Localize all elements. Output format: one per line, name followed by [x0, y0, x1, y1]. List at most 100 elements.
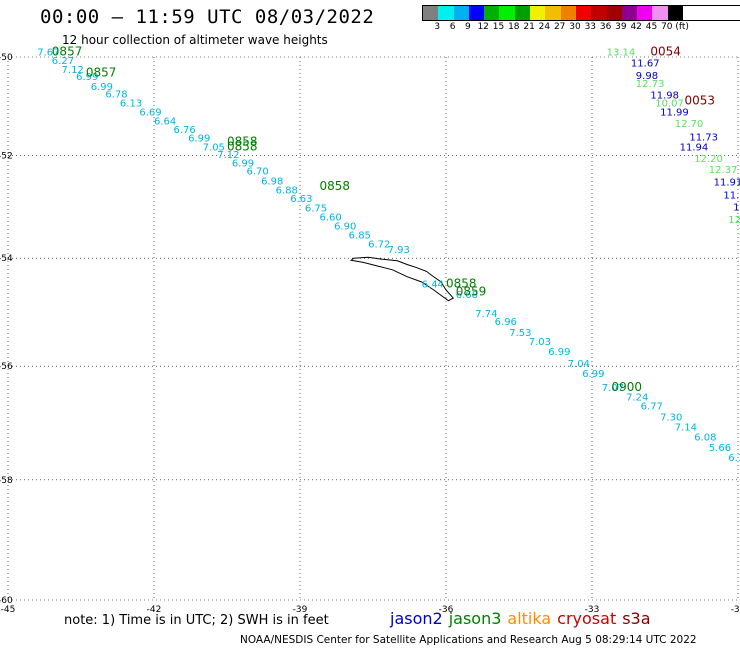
legend-entry-cryosat: cryosat — [557, 609, 617, 628]
wave-height-label-cyan: 6.13 — [728, 453, 740, 464]
colorbar-tick-label: 27 — [553, 22, 566, 32]
colorbar-swatch — [545, 6, 561, 20]
pass-time-label: 0858 — [227, 134, 258, 148]
latitude-tick-label: -52 — [0, 151, 13, 161]
wave-height-label-blue: 11.94 — [680, 142, 709, 153]
legend-entry-jason2: jason2 — [390, 609, 443, 628]
wave-height-label-cyan: 7.74 — [475, 309, 497, 320]
colorbar-swatch — [468, 6, 485, 20]
pass-time-label: 0053 — [684, 94, 715, 108]
wave-height-label-cyan: 6.72 — [368, 240, 390, 251]
wave-height-label-cyan: 6.99 — [188, 133, 210, 144]
wave-height-label-blue: 11.91 — [714, 178, 740, 189]
altimeter-tracks: 7.676.277.126.996.996.786.136.696.646.76… — [37, 45, 740, 465]
wave-height-label-cyan: 6.85 — [349, 230, 371, 241]
wave-height-label-cyan: 6.13 — [120, 99, 142, 110]
pass-time-label: 0900 — [611, 380, 642, 394]
pass-time-label: 0858 — [227, 139, 258, 153]
colorbar-tick-label: 42 — [630, 22, 642, 32]
wave-height-label-cyan: 6.70 — [246, 167, 268, 178]
colorbar-tick-label: 45 — [645, 22, 658, 32]
colorbar-tick-label: 3 — [434, 22, 441, 32]
longitude-tick-label: -33 — [585, 605, 600, 615]
wave-height-label-green: 10.07 — [655, 99, 684, 110]
footnote: note: 1) Time is in UTC; 2) SWH is in fe… — [64, 613, 329, 628]
wave-height-label-green: 12.04 — [728, 215, 740, 226]
wave-height-label-blue: 11.98 — [650, 90, 679, 101]
wave-height-label-cyan: 6.99 — [582, 369, 604, 380]
longitude-tick-label: -42 — [147, 605, 162, 615]
wave-height-label-cyan: 7.07 — [602, 383, 624, 394]
colorbar-swatch — [453, 6, 469, 20]
wave-height-label-cyan: 7.04 — [568, 359, 590, 370]
page-title: 00:00 — 11:59 UTC 08/03/2022 — [40, 6, 375, 28]
colorbar-ticks: 3 6 9 12 15 18 21 24 27 30 33 36 39 42 45 70 (ft) — [422, 21, 740, 33]
longitude-tick-label: -36 — [439, 605, 454, 615]
colorbar-swatch — [514, 6, 531, 20]
longitude-tick-label: -39 — [293, 605, 308, 615]
longitude-tick-label: -30 — [731, 605, 740, 615]
colorbar-tick-label: 30 — [569, 22, 581, 32]
colorbar-swatch — [484, 6, 500, 20]
pass-time-label: 0857 — [86, 65, 117, 79]
colorbar-swatch — [652, 6, 668, 20]
wave-height-label-cyan: 7.67 — [37, 48, 59, 59]
colorbar-swatch — [591, 6, 607, 20]
latitude-tick-label: -50 — [0, 53, 13, 63]
latitude-tick-label: -56 — [0, 362, 13, 372]
colorbar-swatch — [575, 6, 592, 20]
wave-height-label-green: 12.70 — [738, 227, 740, 238]
colorbar-swatch — [530, 6, 546, 20]
wave-height-label-cyan: 6.98 — [261, 177, 283, 188]
satellite-legend: jason2 jason3 altika cryosat s3a — [390, 609, 657, 628]
credit-line: NOAA/NESDIS Center for Satellite Applica… — [240, 634, 697, 646]
colorbar-tick-label: 21 — [523, 22, 535, 32]
colorbar-tick-label: 33 — [584, 22, 597, 32]
wave-height-label-green: 12.73 — [636, 79, 665, 90]
wave-height-label-cyan: 7.93 — [388, 245, 410, 256]
colorbar-tick-label: 9 — [465, 22, 471, 32]
wave-height-label-cyan: 6.63 — [290, 194, 312, 205]
wave-height-label-cyan: 6.99 — [232, 158, 254, 169]
pass-time-label: 0858 — [319, 179, 350, 193]
wave-height-label-cyan: 6.68 — [456, 290, 478, 301]
wave-height-label-cyan: 6.77 — [641, 402, 663, 413]
legend-entry-jason3: jason3 — [448, 609, 502, 628]
pass-time-label: 0054 — [650, 45, 681, 59]
coastline — [349, 256, 455, 302]
colorbar-tick-label: 39 — [615, 22, 627, 32]
wave-height-label-green: 13.14 — [607, 48, 636, 59]
colorbar-swatch — [637, 6, 653, 20]
wave-height-label-blue: 11.62 — [723, 190, 740, 201]
wave-height-label-cyan: 6.60 — [319, 213, 341, 224]
wave-height-label-cyan: 7.53 — [509, 328, 531, 339]
colorbar-tick-label: 24 — [538, 22, 551, 32]
wave-height-label-cyan: 6.44 — [422, 279, 444, 290]
colorbar: 3 6 9 12 15 18 21 24 27 30 33 36 39 42 45 70 (ft) — [422, 5, 740, 33]
wave-height-label-blue: 11.65 — [733, 202, 740, 213]
wave-height-label-green: 12.20 — [694, 154, 723, 165]
latitude-tick-label: -58 — [0, 476, 13, 486]
colorbar-swatch — [621, 6, 638, 20]
colorbar-swatch — [438, 6, 454, 20]
colorbar-tick-label: 18 — [508, 22, 520, 32]
pass-time-label: 0859 — [456, 284, 487, 298]
wave-height-label-blue: 11.99 — [660, 108, 689, 119]
colorbar-tick-label: 15 — [492, 22, 505, 32]
wave-height-label-cyan: 6.96 — [495, 317, 517, 328]
colorbar-swatches — [422, 5, 740, 21]
map-gridlines — [7, 56, 739, 601]
wave-height-label-green: 12.37 — [709, 165, 738, 176]
colorbar-tick-label: (ft) — [675, 22, 689, 32]
legend-entry-s3a: s3a — [622, 609, 651, 628]
colorbar-swatch — [667, 6, 684, 20]
colorbar-tick-label: 6 — [449, 22, 456, 32]
wave-height-label-cyan: 6.08 — [694, 432, 716, 443]
page-subtitle: 12 hour collection of altimeter wave hei… — [62, 33, 328, 47]
wave-height-label-cyan: 7.05 — [203, 142, 225, 153]
wave-height-label-cyan: 6.90 — [334, 221, 356, 232]
latitude-tick-label: -54 — [0, 254, 13, 264]
wave-height-label-blue: 9.98 — [636, 71, 658, 82]
legend-entry-altika: altika — [507, 609, 552, 628]
